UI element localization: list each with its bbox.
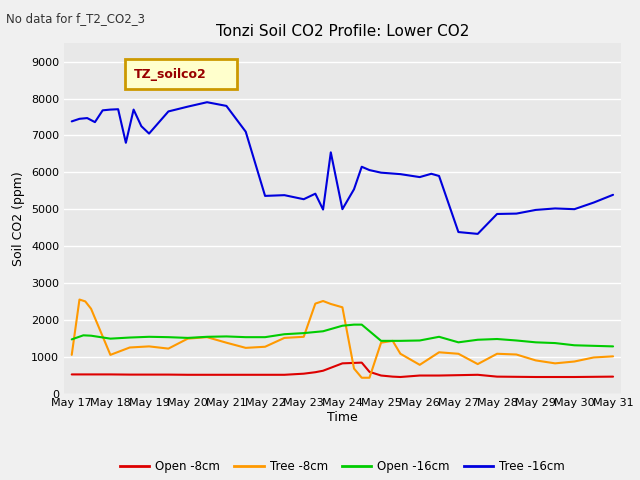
Legend: Open -8cm, Tree -8cm, Open -16cm, Tree -16cm: Open -8cm, Tree -8cm, Open -16cm, Tree -… [115,456,570,478]
Title: Tonzi Soil CO2 Profile: Lower CO2: Tonzi Soil CO2 Profile: Lower CO2 [216,24,469,39]
Text: TZ_soilco2: TZ_soilco2 [134,68,206,81]
FancyBboxPatch shape [125,59,237,89]
Text: No data for f_T2_CO2_3: No data for f_T2_CO2_3 [6,12,145,25]
Y-axis label: Soil CO2 (ppm): Soil CO2 (ppm) [12,171,26,266]
X-axis label: Time: Time [327,411,358,424]
